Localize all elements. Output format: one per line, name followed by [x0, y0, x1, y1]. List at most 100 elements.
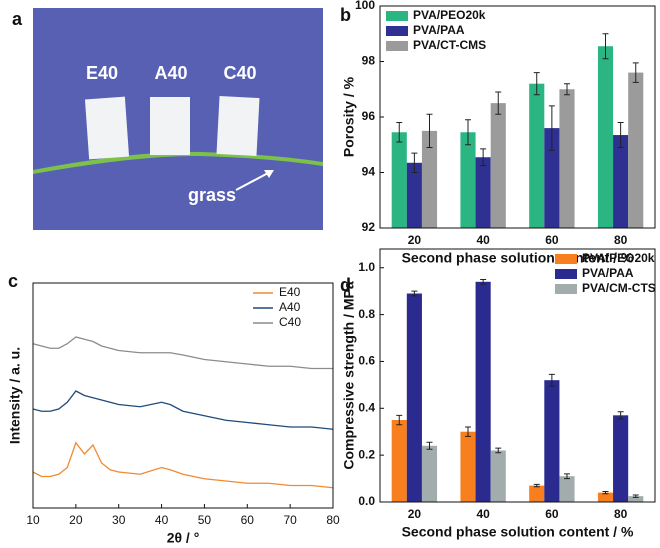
bar: [529, 485, 545, 502]
bar: [613, 415, 629, 502]
x-tick-label: 40: [155, 513, 169, 527]
sample: [84, 96, 130, 160]
legend-label: E40: [279, 285, 301, 299]
series-line: [32, 390, 334, 430]
error-bar: [396, 414, 403, 426]
sample: [150, 97, 190, 155]
error-bar: [465, 119, 471, 146]
arrowhead: [264, 170, 274, 178]
bar: [475, 157, 491, 228]
sample-label: C40: [223, 63, 256, 83]
x-tick-label: 80: [326, 513, 340, 527]
error-bar: [396, 122, 403, 143]
series-line: [32, 336, 333, 370]
error-bar: [617, 411, 624, 420]
error-bar: [617, 122, 624, 149]
bar: [391, 420, 407, 502]
bar: [490, 103, 506, 228]
y-axis-title: Compressive strength / MPa: [341, 281, 357, 469]
bar: [597, 492, 614, 502]
legend-label: PVA/PEO20k: [582, 251, 655, 265]
error-bar: [480, 278, 487, 285]
arrow: [235, 171, 271, 191]
sample-label: A40: [154, 63, 187, 83]
legend-label: PVA/PAA: [582, 266, 634, 280]
y-tick-label: 96: [362, 109, 376, 123]
y-tick-label: 0.4: [358, 400, 375, 414]
error-bar: [465, 426, 471, 437]
y-axis-title: Intensity / a. u.: [7, 347, 23, 444]
grass-blade: [33, 151, 323, 174]
panel-letter: b: [340, 5, 351, 25]
legend-label: PVA/CM-CTS: [582, 281, 656, 295]
x-tick-label: 50: [198, 513, 212, 527]
legend-swatch: [555, 254, 577, 264]
y-tick-label: 94: [362, 165, 376, 179]
y-tick-label: 0.6: [358, 354, 375, 368]
error-bar: [548, 105, 555, 151]
error-bar: [564, 83, 570, 96]
bar: [406, 293, 422, 502]
panel-letter: c: [8, 271, 18, 291]
legend-swatch: [555, 284, 577, 294]
error-bar: [602, 490, 609, 495]
error-bar: [533, 72, 540, 96]
bar: [559, 89, 575, 228]
sample: [216, 95, 260, 157]
x-tick-label: 80: [614, 507, 628, 521]
error-bar: [632, 494, 639, 498]
bar: [460, 431, 476, 502]
x-tick-label: 20: [408, 507, 422, 521]
y-tick-label: 98: [362, 54, 376, 68]
error-bar: [426, 113, 433, 149]
series-line: [32, 441, 334, 489]
error-bar: [602, 33, 609, 60]
x-tick-label: 30: [112, 513, 126, 527]
bar: [406, 162, 422, 228]
bar: [490, 450, 506, 502]
x-axis-title: 2θ / °: [167, 530, 200, 546]
plot-frame: [32, 282, 334, 509]
legend-swatch: [386, 11, 408, 21]
x-tick-label: 60: [241, 513, 255, 527]
bar: [597, 46, 614, 228]
x-tick-label: 20: [408, 233, 422, 247]
y-tick-label: 1.0: [358, 260, 375, 274]
error-bar: [564, 473, 570, 480]
legend-swatch: [386, 26, 408, 36]
bar: [628, 496, 644, 502]
x-axis-title: Second phase solution content / %: [402, 524, 634, 540]
photo-panel: a E40 A40 C40 grass: [12, 8, 323, 230]
panel-letter: a: [12, 9, 23, 29]
error-bar: [426, 441, 433, 450]
legend-label: A40: [279, 300, 301, 314]
bar: [529, 83, 545, 228]
x-tick-label: 40: [476, 233, 490, 247]
error-bar: [411, 290, 418, 297]
annotation: grass: [188, 185, 236, 205]
x-tick-label: 40: [476, 507, 490, 521]
x-tick-label: 80: [614, 233, 628, 247]
legend-label: PVA/PEO20k: [413, 8, 486, 22]
x-tick-label: 20: [69, 513, 83, 527]
error-bar: [480, 148, 487, 167]
y-axis-title: Porosity / %: [341, 76, 357, 157]
bar: [391, 132, 407, 228]
bar: [544, 380, 560, 502]
error-bar: [632, 62, 639, 83]
plot-frame: [379, 248, 656, 503]
y-tick-label: 100: [355, 0, 375, 12]
bar: [613, 135, 629, 228]
x-tick-label: 60: [545, 233, 559, 247]
x-tick-label: 10: [26, 513, 40, 527]
error-bar: [495, 91, 502, 115]
legend-swatch: [555, 269, 577, 279]
chart-panel: d 0.0 0.2 0.4 0.6 0.8 1.0 20 40 60 80 Second phase …: [340, 248, 656, 540]
bar: [544, 128, 560, 228]
legend-swatch: [386, 41, 408, 51]
panel-letter: d: [340, 275, 351, 295]
y-tick-label: 0.0: [358, 494, 375, 508]
bar: [460, 132, 476, 228]
